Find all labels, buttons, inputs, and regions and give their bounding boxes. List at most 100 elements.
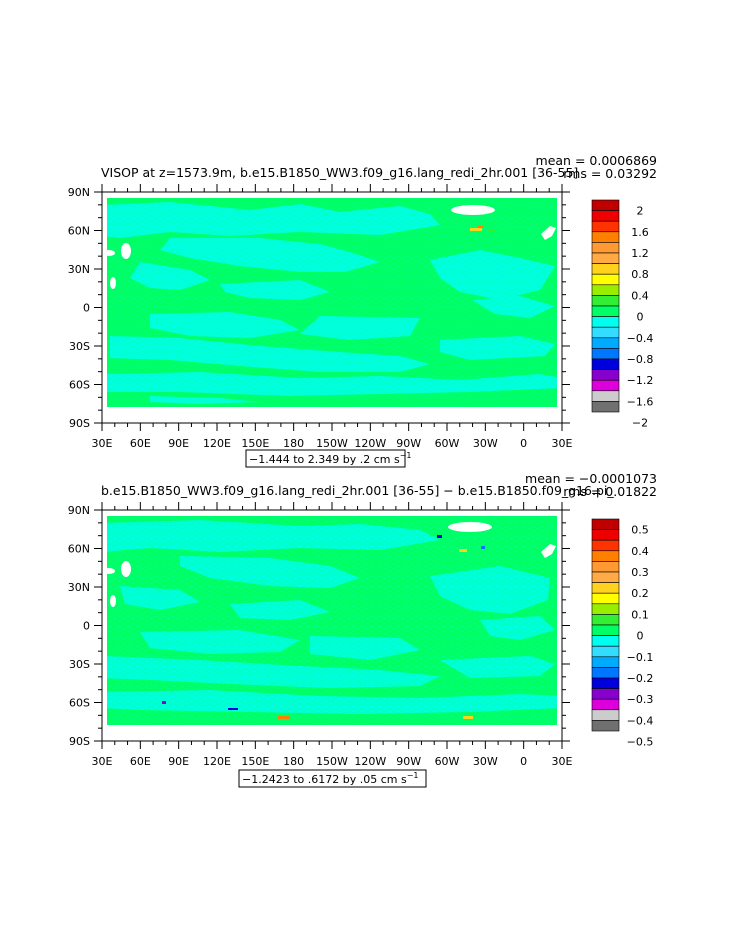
colorbar-swatch: [591, 571, 620, 583]
x-tick-label: 90E: [168, 437, 189, 450]
y-tick-label: 60N: [68, 225, 90, 238]
x-tick-label: 0: [520, 437, 527, 450]
colorbar-swatch: [591, 252, 620, 264]
x-tick-label: 150W: [316, 437, 348, 450]
colorbar-label: 1.2: [631, 247, 649, 260]
x-tick-label: 120W: [354, 437, 386, 450]
colorbar-swatch: [591, 667, 620, 679]
colorbar-swatch: [591, 603, 620, 615]
x-tick-label: 120E: [203, 437, 231, 450]
colorbar-label: 1.6: [631, 226, 649, 239]
panel-1-map: [102, 192, 562, 423]
colorbar-swatch: [591, 401, 620, 413]
colorbar-swatch: [591, 390, 620, 402]
x-tick-label: 120E: [203, 755, 231, 768]
x-tick-label: 150E: [241, 755, 269, 768]
x-tick-label: 60W: [435, 437, 460, 450]
panel-1-colorbar: 2 1.6 1.2 0.8 0.4 0 −0.4 −0.8 −1.2 −1.6 −2: [591, 199, 654, 430]
x-tick-label: 60W: [435, 755, 460, 768]
x-tick-label: 90E: [168, 755, 189, 768]
colorbar-label: −0.2: [627, 672, 654, 685]
panel-2-noise: [102, 510, 562, 725]
x-tick-label: 120W: [354, 755, 386, 768]
y-tick-label: 30S: [69, 340, 90, 353]
colorbar-swatch: [591, 284, 620, 296]
colorbar-swatch: [591, 348, 620, 360]
colorbar-swatch: [591, 635, 620, 647]
y-tick-label: 60N: [68, 543, 90, 556]
panel-2-map: [102, 510, 562, 741]
colorbar-swatch: [591, 369, 620, 381]
colorbar-swatch: [591, 656, 620, 668]
x-tick-label: 30W: [473, 437, 498, 450]
colorbar-swatch: [591, 539, 620, 552]
colorbar-swatch: [591, 358, 620, 370]
panel-1-hotspots: [470, 226, 496, 231]
colorbar-label: 0: [637, 630, 644, 643]
panel-1-title: VISOP at z=1573.9m, b.e15.B1850_WW3.f09_…: [101, 165, 578, 180]
colorbar-swatch: [591, 645, 620, 658]
y-tick-label: 60S: [69, 697, 90, 710]
colorbar-label: −1.2: [627, 374, 654, 387]
colorbar-swatch: [591, 210, 620, 222]
y-tick-label: 30N: [68, 263, 90, 276]
colorbar-swatch: [591, 231, 620, 243]
colorbar-swatch: [591, 199, 620, 211]
colorbar-swatch: [591, 529, 620, 541]
colorbar-swatch: [591, 550, 620, 562]
x-tick-label: 150W: [316, 755, 348, 768]
colorbar-swatch: [591, 220, 620, 233]
colorbar-swatch: [591, 624, 620, 636]
panel-1-info-box: [245, 449, 406, 468]
colorbar-label: −0.4: [627, 332, 654, 345]
colorbar-label: −1.6: [627, 395, 654, 408]
colorbar-label: −0.8: [627, 353, 654, 366]
colorbar-label: 0: [637, 311, 644, 324]
colorbar-swatch: [591, 326, 620, 339]
colorbar-label: 0.4: [631, 289, 649, 302]
x-tick-label: 30E: [92, 755, 113, 768]
colorbar-label: 0.2: [631, 587, 649, 600]
panel-2-info-box: [238, 769, 427, 788]
panel-2-colorbar: 0.5 0.4 0.3 0.2 0.1 0 −0.1 −0.2 −0.3 −0.4 −0.5: [591, 518, 654, 749]
panel-1-mean: mean = 0.0006869: [536, 153, 658, 168]
colorbar-label: 0.3: [631, 566, 649, 579]
colorbar-label: 0.1: [631, 608, 649, 621]
colorbar-swatch: [591, 316, 620, 328]
y-tick-label: 90N: [68, 504, 90, 517]
panel-1-info-text: −1.444 to 2.349 by .2 cm s−1: [249, 451, 412, 466]
colorbar-swatch: [591, 379, 620, 392]
panel-1-rms: rms = 0.03292: [563, 166, 657, 181]
panel-2-info-text: −1.2423 to .6172 by .05 cm s−1: [242, 771, 419, 786]
colorbar-label: −0.5: [627, 736, 654, 749]
colorbar-label: 2: [637, 205, 644, 218]
panel-2-y-ticks: 90N 60N 30N 0 30S 60S 90S: [68, 504, 570, 748]
x-tick-label: 0: [520, 755, 527, 768]
colorbar-swatch: [591, 614, 620, 626]
y-tick-label: 0: [83, 620, 90, 633]
x-tick-label: 30E: [552, 437, 573, 450]
x-tick-label: 60E: [130, 755, 151, 768]
colorbar-swatch: [591, 295, 620, 307]
colorbar-label: −2: [632, 417, 648, 430]
colorbar-swatch: [591, 273, 620, 286]
colorbar-label: −0.1: [627, 651, 654, 664]
panel-2-title: b.e15.B1850_WW3.f09_g16.lang_redi_2hr.00…: [101, 483, 614, 498]
x-tick-label: 90W: [396, 437, 421, 450]
panel-2-land-mask: [102, 510, 562, 741]
x-tick-label: 60E: [130, 437, 151, 450]
x-tick-label: 150E: [241, 437, 269, 450]
y-tick-label: 90S: [69, 417, 90, 430]
colorbar-swatch: [591, 592, 620, 605]
x-tick-label: 30W: [473, 755, 498, 768]
panel-1-x-ticks: 30E 60E 90E 120E 150E 180 150W 120W 90W 60W 30W 0 30…: [92, 184, 573, 450]
colorbar-swatch: [591, 305, 620, 317]
colorbar-label: 0.4: [631, 545, 649, 558]
panel-1-y-ticks: 90N 60N 30N 0 30S 60S 90S: [68, 186, 570, 430]
panel-2-rms: rms = 0.01822: [563, 484, 657, 499]
colorbar-swatch: [591, 677, 620, 689]
panel-2-x-ticks: 30E 60E 90E 120E 150E 180 150W 120W 90W 60W 30W 0 30…: [92, 502, 573, 768]
x-tick-label: 90W: [396, 755, 421, 768]
x-tick-label: 180: [283, 437, 304, 450]
x-tick-label: 30E: [92, 437, 113, 450]
